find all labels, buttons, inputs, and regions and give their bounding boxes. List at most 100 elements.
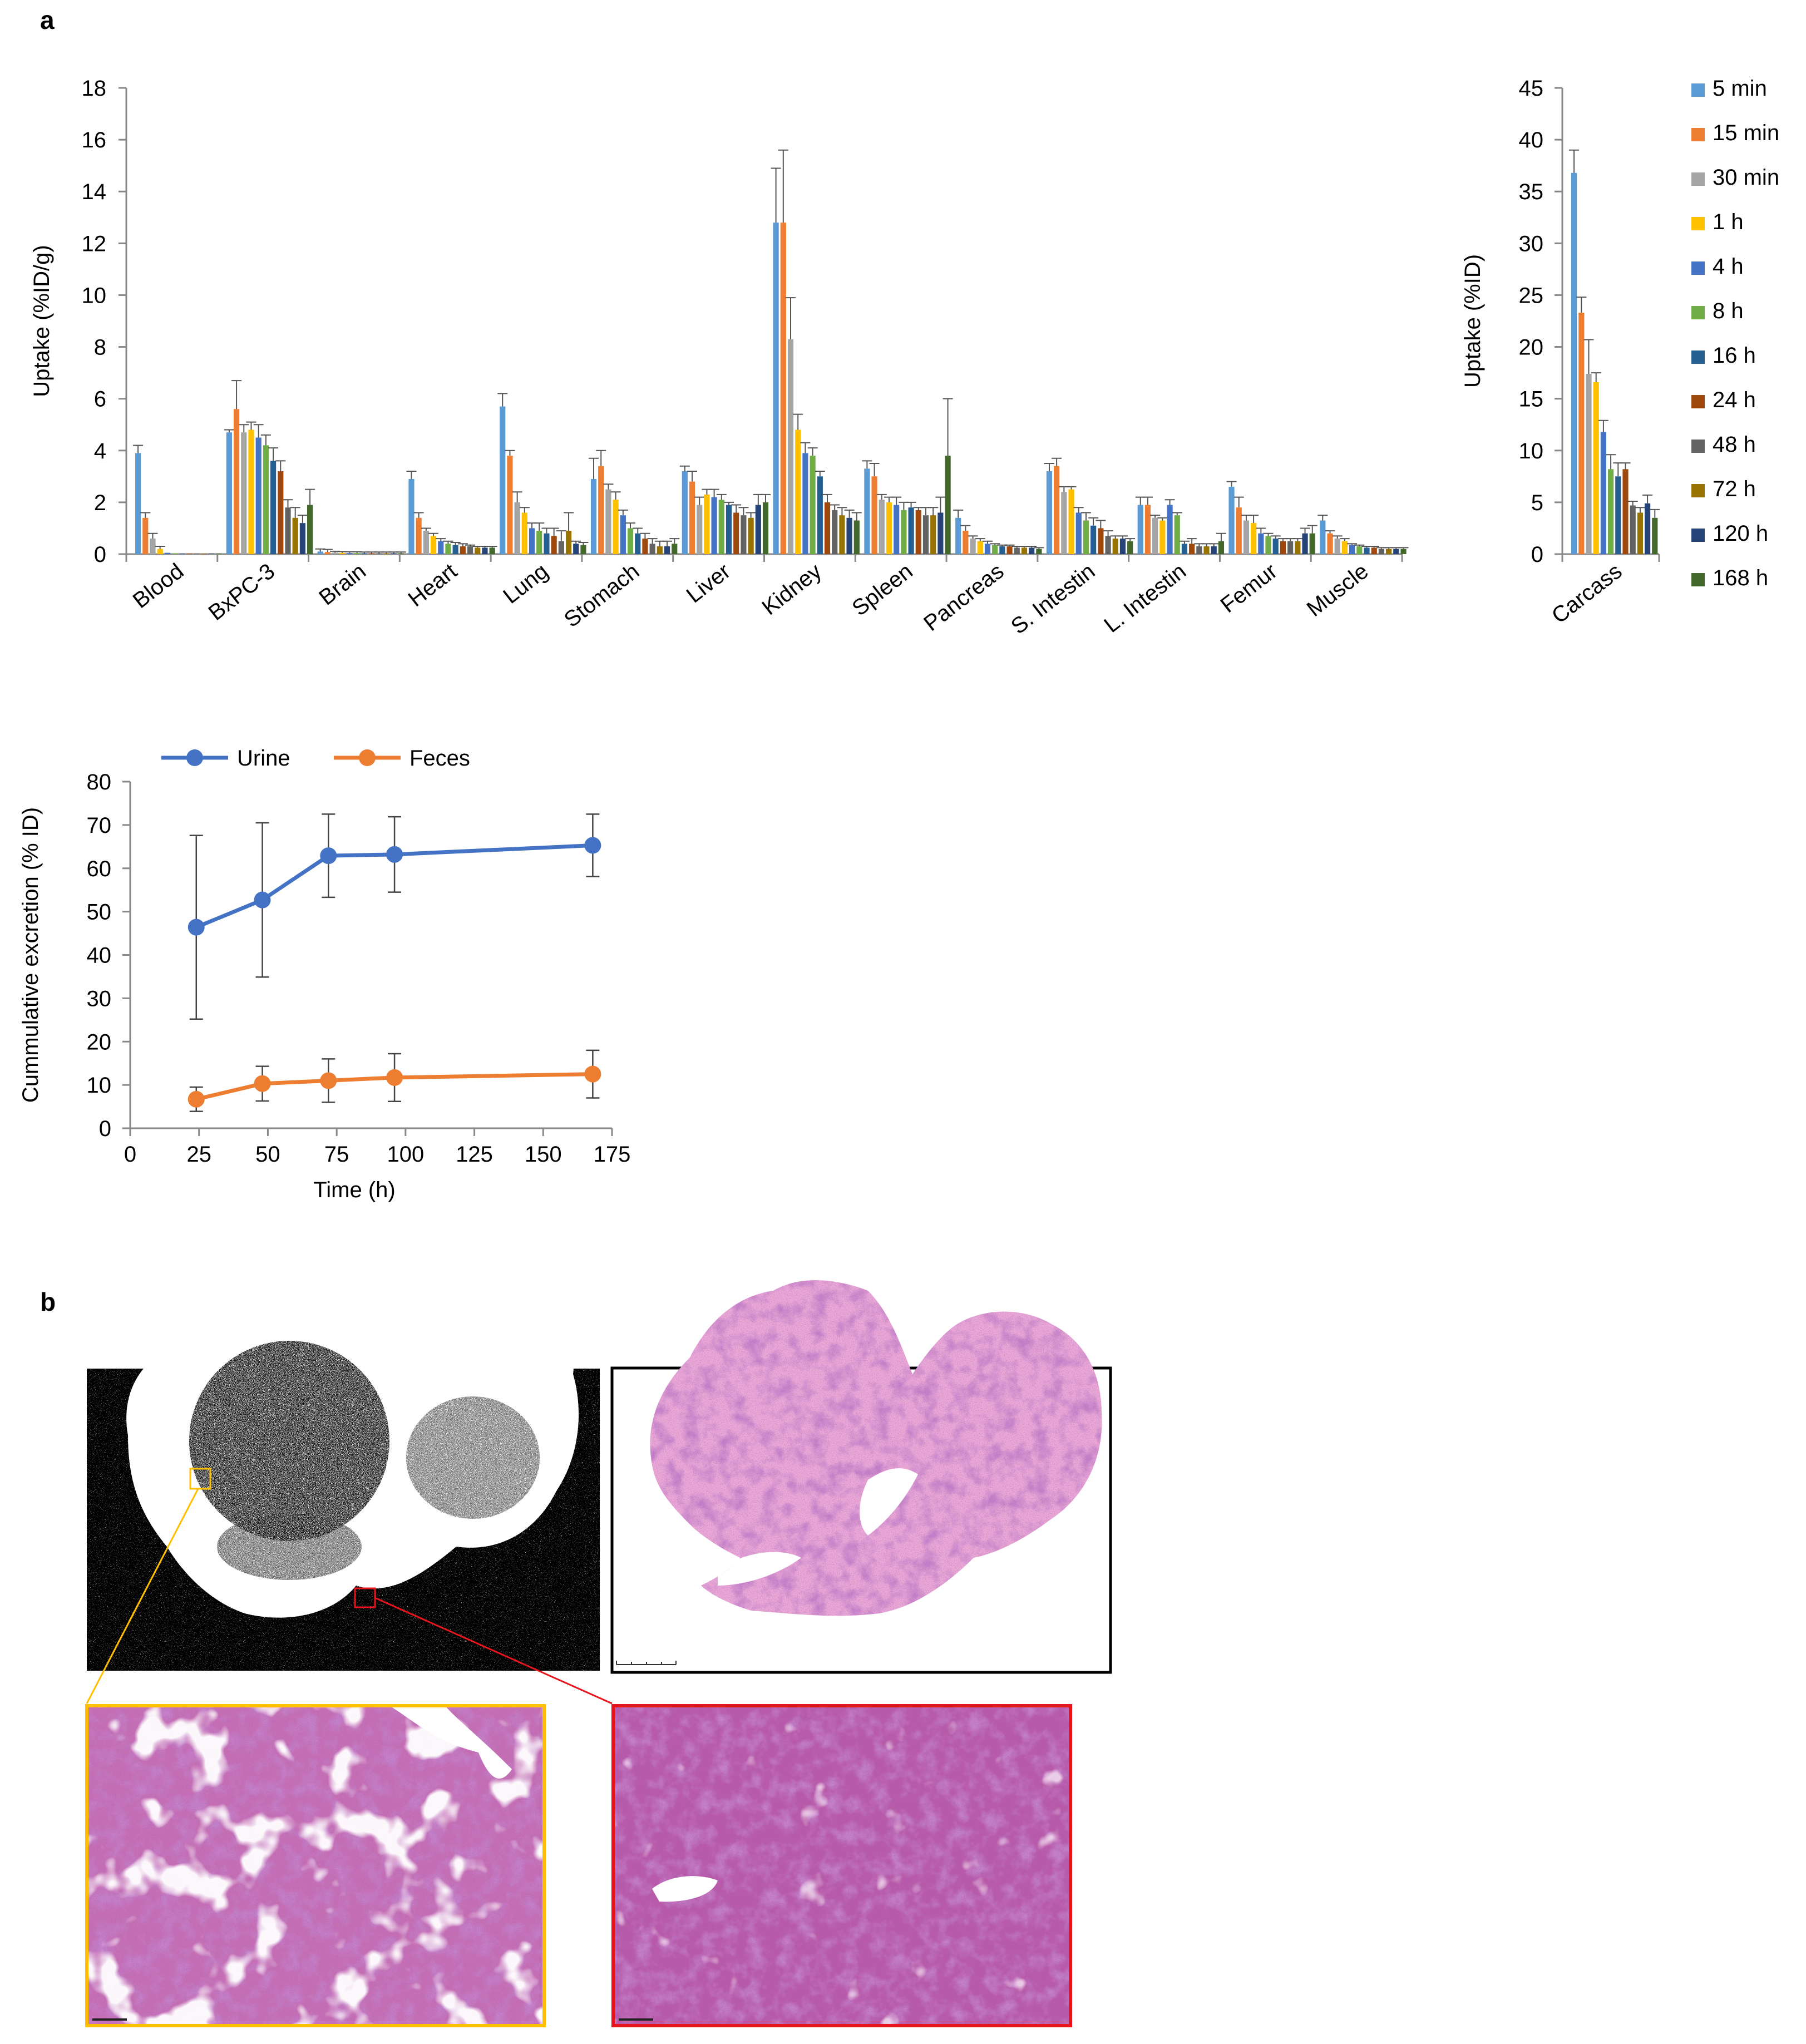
- data-point: [320, 847, 337, 865]
- data-point: [386, 1069, 403, 1086]
- bar: [536, 531, 542, 554]
- bar: [1218, 541, 1225, 554]
- y-tick-label: 14: [82, 180, 107, 204]
- panel-label-a: a: [40, 6, 55, 34]
- panel-label-b: b: [40, 1287, 56, 1316]
- x-tick-label: 125: [456, 1142, 493, 1167]
- bar: [1593, 382, 1599, 554]
- legend-swatch: [1691, 172, 1705, 186]
- bar: [1400, 549, 1407, 554]
- bar: [718, 500, 724, 554]
- bar: [270, 461, 277, 554]
- legend-label: 30 min: [1713, 165, 1779, 190]
- bar: [795, 429, 801, 554]
- y-tick-label: 0: [99, 1117, 111, 1141]
- bar: [853, 520, 860, 554]
- bar: [150, 539, 156, 554]
- bar: [1036, 549, 1042, 554]
- category-label: Stomach: [560, 559, 644, 632]
- bar: [521, 512, 527, 554]
- y-tick-label: 4: [94, 439, 106, 463]
- bar: [135, 453, 141, 554]
- bar: [157, 549, 163, 554]
- y-tick-label: 18: [82, 76, 107, 101]
- bar: [292, 517, 298, 554]
- bar: [620, 515, 626, 554]
- category-label: Femur: [1216, 559, 1282, 618]
- bar: [810, 456, 816, 554]
- bar: [1320, 520, 1326, 554]
- bar: [970, 539, 976, 554]
- bar: [1272, 539, 1279, 554]
- bar: [1600, 432, 1606, 554]
- bar: [1021, 547, 1028, 554]
- bar: [937, 512, 944, 554]
- bar: [590, 478, 597, 554]
- bar: [278, 471, 284, 554]
- y-axis-title: Uptake (%ID/g): [29, 245, 54, 397]
- bar: [500, 406, 506, 554]
- bar: [1637, 512, 1643, 554]
- bar: [1014, 547, 1020, 554]
- bar: [1341, 541, 1348, 554]
- legend-swatch: [1691, 350, 1705, 364]
- bar: [1251, 523, 1257, 554]
- bar: [408, 478, 415, 554]
- legend-label: 5 min: [1713, 76, 1767, 101]
- data-point: [187, 1090, 205, 1108]
- x-axis-title: Time (h): [313, 1178, 395, 1202]
- he-section-image: [610, 1280, 1112, 1674]
- bar: [347, 553, 353, 554]
- bar: [1334, 539, 1340, 554]
- bar: [682, 471, 688, 554]
- bar: [664, 546, 670, 554]
- bar: [748, 517, 754, 554]
- bar: [901, 510, 907, 554]
- bar: [999, 546, 1005, 554]
- bar: [787, 339, 794, 554]
- y-tick-label: 5: [1531, 491, 1543, 515]
- legend-swatch: [1691, 128, 1705, 141]
- bar: [689, 481, 695, 554]
- legend-label: Urine: [237, 746, 290, 771]
- bar: [507, 456, 513, 554]
- bar: [1075, 512, 1082, 554]
- bar: [726, 505, 732, 554]
- bar: [704, 494, 710, 554]
- data-point: [187, 919, 205, 936]
- bar: [930, 515, 936, 554]
- bar: [565, 531, 572, 554]
- data-point: [320, 1072, 337, 1089]
- y-tick-label: 45: [1519, 76, 1544, 101]
- legend-swatch: [1691, 261, 1705, 275]
- bar: [1608, 469, 1614, 554]
- bar: [1349, 545, 1355, 554]
- autoradiography-image: [87, 1262, 600, 1671]
- category-label: Lung: [499, 559, 552, 608]
- legend-swatch: [1691, 395, 1705, 408]
- bar: [475, 547, 481, 554]
- bar: [984, 544, 991, 554]
- y-tick-label: 30: [1519, 231, 1544, 256]
- bar: [1356, 546, 1363, 554]
- bar: [1586, 373, 1592, 554]
- category-label: Blood: [129, 559, 189, 613]
- bar: [551, 536, 557, 554]
- bar: [164, 552, 170, 554]
- bar: [992, 545, 998, 554]
- x-tick-label: 75: [324, 1142, 349, 1167]
- category-label: BxPC-3: [204, 559, 280, 625]
- excretion-chart: 0 10 20 30 40 50 60 70 80 0 25 50 75 100 125 150 175 Time…: [18, 746, 630, 1202]
- bar: [635, 533, 641, 554]
- y-tick-label: 2: [94, 491, 106, 515]
- y-tick-label: 80: [87, 770, 112, 794]
- category-label: Spleen: [847, 559, 917, 620]
- y-tick-label: 20: [87, 1030, 112, 1054]
- carcass-uptake-chart: 0 5 10 15 20 25 30 35 40 45 Uptake (%ID) Carcass: [1460, 76, 1660, 628]
- bar: [780, 223, 786, 555]
- bar: [1265, 536, 1271, 554]
- bar: [711, 497, 717, 554]
- category-label: Kidney: [757, 559, 826, 620]
- bar: [324, 552, 330, 554]
